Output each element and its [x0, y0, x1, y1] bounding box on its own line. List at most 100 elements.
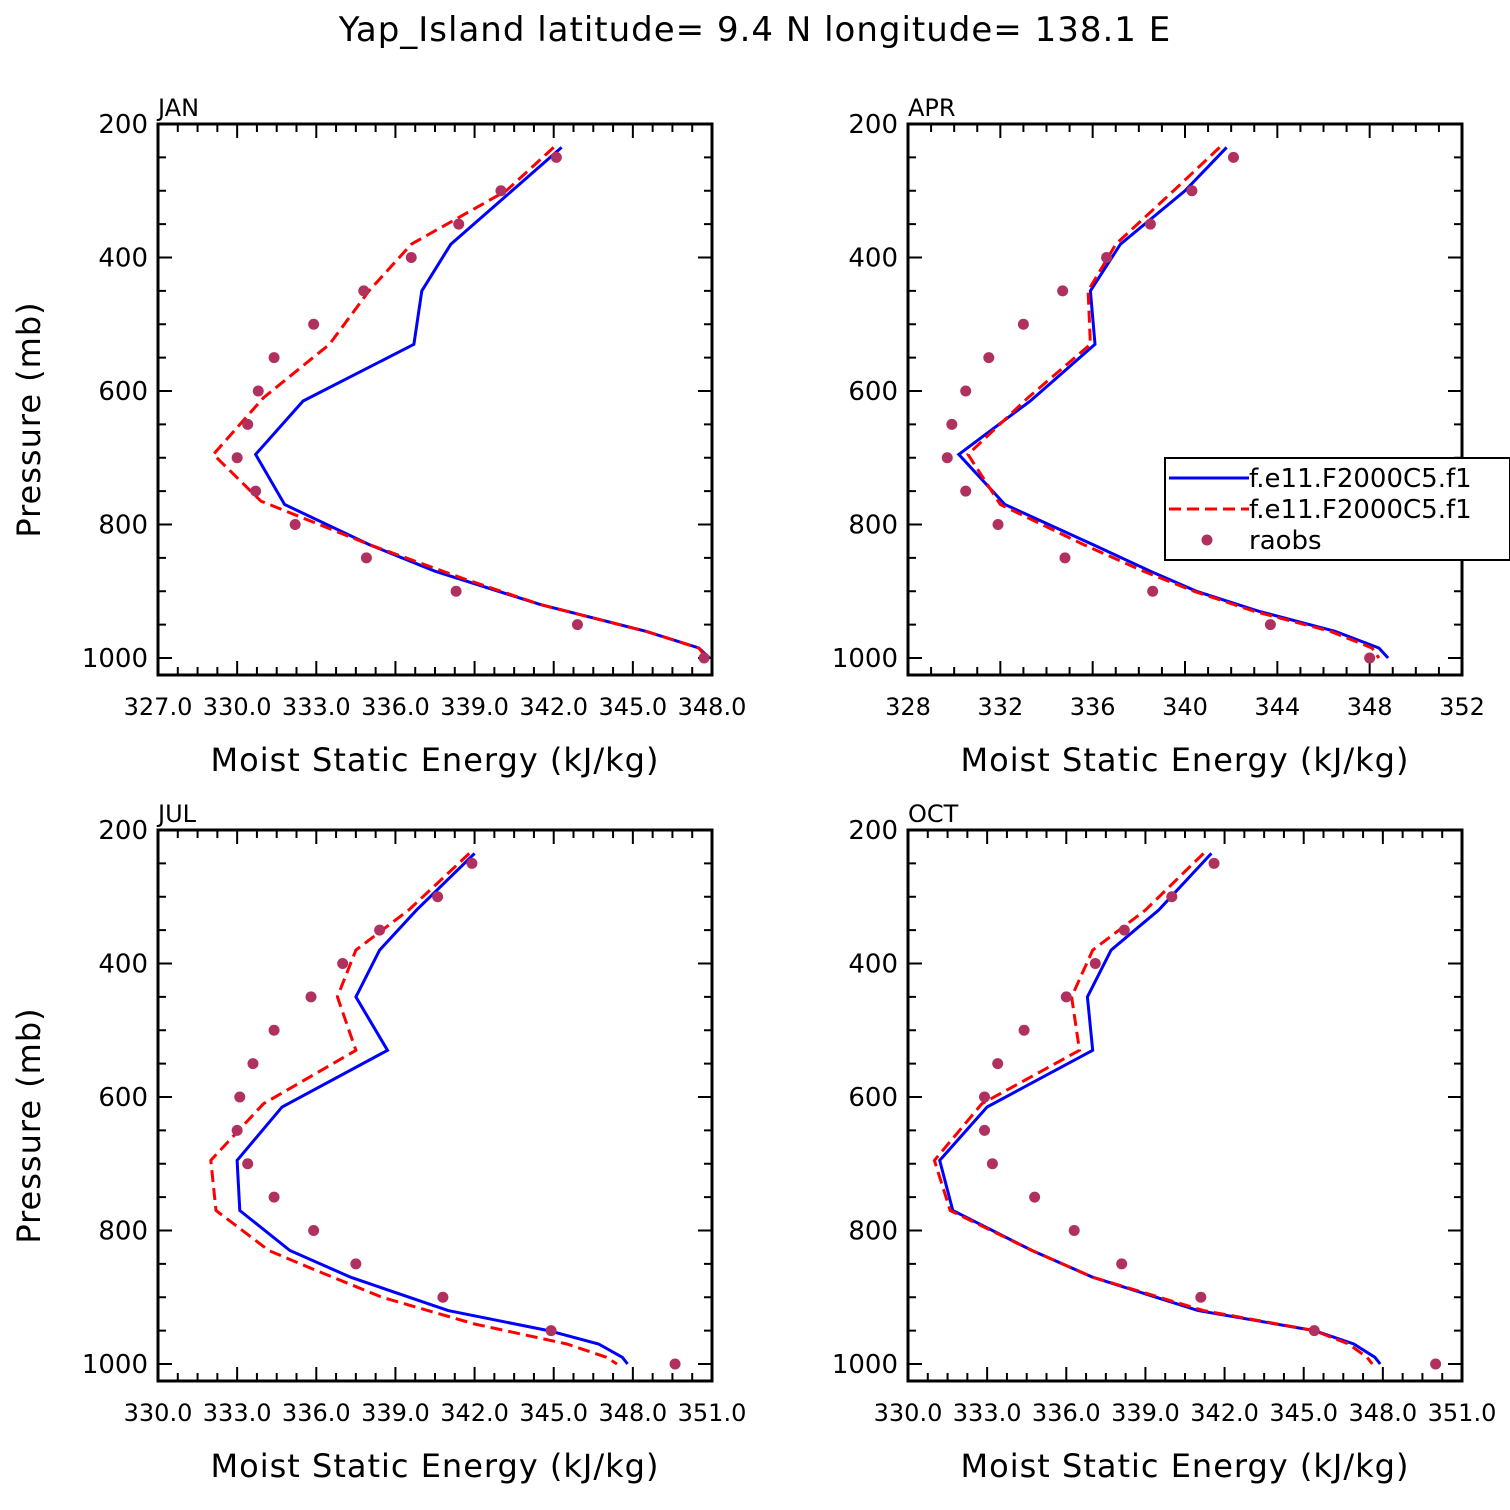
x-tick-label: 348.0: [1348, 1399, 1417, 1427]
raobs-point: [1118, 924, 1130, 936]
x-axis-label: Moist Static Energy (kJ/kg): [211, 1447, 660, 1485]
y-tick-label: 600: [848, 377, 898, 407]
raobs-point: [450, 585, 462, 597]
raobs-point: [432, 891, 444, 903]
panel-label: JUL: [156, 800, 197, 828]
raobs-point: [231, 452, 243, 464]
raobs-point: [669, 1358, 681, 1370]
y-tick-label: 200: [98, 110, 148, 140]
raobs-point: [247, 1058, 259, 1070]
x-tick-label: 342.0: [1190, 1399, 1259, 1427]
raobs-point: [983, 352, 995, 364]
raobs-point: [1166, 891, 1178, 903]
raobs-point: [1147, 585, 1159, 597]
raobs-point: [1059, 552, 1071, 564]
raobs-point: [1101, 252, 1113, 263]
raobs-point: [960, 485, 972, 497]
raobs-point: [1116, 1258, 1128, 1270]
y-tick-label: 600: [98, 1083, 148, 1113]
raobs-point: [1264, 619, 1276, 631]
x-tick-label: 333.0: [203, 1399, 272, 1427]
y-tick-label: 600: [848, 1083, 898, 1113]
raobs-point: [1089, 958, 1101, 969]
x-tick-label: 351.0: [1428, 1399, 1497, 1427]
legend-label: raobs: [1249, 526, 1322, 556]
y-tick-label: 400: [98, 950, 148, 980]
series-line-model-dashed: [932, 852, 1374, 1365]
x-axis-label: Moist Static Energy (kJ/kg): [211, 741, 660, 779]
raobs-point: [1144, 218, 1156, 230]
raobs-point: [252, 385, 264, 397]
x-tick-label: 342.0: [440, 1399, 509, 1427]
x-tick-label: 342.0: [519, 693, 588, 721]
raobs-point: [308, 1225, 320, 1236]
series-line-model-dashed: [209, 852, 618, 1366]
panel-label: APR: [908, 94, 956, 122]
x-tick-label: 332: [977, 693, 1023, 721]
panel-label: OCT: [908, 800, 959, 828]
legend-marker-raobs: [1201, 534, 1213, 546]
series-line-model-solid: [253, 146, 711, 660]
y-tick-label: 400: [848, 950, 898, 980]
panel-jan: JAN 200 400 600 800 1000 327.0 330.0 333.0 336.0 3…: [10, 94, 746, 779]
y-axis-label: Pressure (mb): [10, 301, 48, 537]
series-line-model-dashed: [966, 146, 1381, 659]
raobs-point: [466, 857, 478, 869]
raobs-point: [374, 924, 386, 936]
raobs-point: [992, 519, 1004, 530]
y-tick-label: 200: [98, 816, 148, 846]
x-tick-label: 348.0: [598, 1399, 667, 1427]
x-tick-label: 340: [1162, 693, 1208, 721]
raobs-point: [1060, 991, 1072, 1003]
raobs-point: [1017, 318, 1029, 330]
x-tick-label: 339.0: [440, 693, 509, 721]
raobs-point: [946, 418, 958, 430]
x-axis-label: Moist Static Energy (kJ/kg): [961, 1447, 1410, 1485]
raobs-point: [1029, 1191, 1041, 1203]
x-tick-label: 328: [885, 693, 931, 721]
plot-frame: [906, 122, 1464, 677]
series-line-model-solid: [235, 852, 629, 1365]
raobs-point: [242, 1158, 254, 1170]
raobs-point: [234, 1091, 246, 1103]
plot-frame: [156, 122, 714, 677]
x-tick-label: 330.0: [124, 1399, 193, 1427]
raobs-point: [1430, 1358, 1442, 1370]
x-tick-label: 336: [1070, 693, 1116, 721]
raobs-point: [992, 1058, 1004, 1070]
series-line-model-dashed: [211, 146, 708, 659]
y-tick-label: 200: [848, 110, 898, 140]
y-tick-label: 800: [848, 511, 898, 541]
x-tick-label: 330.0: [874, 1399, 943, 1427]
raobs-point: [545, 1325, 557, 1337]
x-tick-label: 333.0: [953, 1399, 1022, 1427]
y-axis-label: Pressure (mb): [10, 1007, 48, 1243]
raobs-point: [453, 218, 465, 230]
raobs-point: [698, 652, 710, 664]
legend-label: f.e11.F2000C5.f1: [1249, 464, 1472, 494]
raobs-point: [305, 991, 317, 1003]
x-tick-label: 351.0: [678, 1399, 747, 1427]
x-tick-label: 336.0: [1032, 1399, 1101, 1427]
series-line-model-solid: [956, 146, 1390, 660]
raobs-point: [350, 1258, 362, 1270]
raobs-point: [1364, 652, 1376, 664]
y-tick-label: 1000: [82, 644, 148, 674]
series-line-model-solid: [938, 852, 1382, 1365]
panel-label: JAN: [156, 94, 199, 122]
raobs-point: [1018, 1024, 1030, 1036]
y-tick-label: 800: [98, 511, 148, 541]
raobs-point: [1227, 151, 1239, 163]
panel-jul: JUL 200 400 600 800 1000 330.0 333.0 336.0 339.0 3…: [10, 800, 746, 1485]
raobs-point: [1057, 285, 1069, 297]
x-tick-label: 348.0: [678, 693, 747, 721]
raobs-point: [405, 252, 417, 263]
raobs-point: [289, 519, 301, 530]
raobs-point: [231, 1124, 243, 1136]
x-tick-label: 345.0: [1269, 1399, 1338, 1427]
raobs-point: [1195, 1291, 1207, 1303]
raobs-point: [360, 552, 372, 564]
raobs-point: [571, 619, 583, 631]
